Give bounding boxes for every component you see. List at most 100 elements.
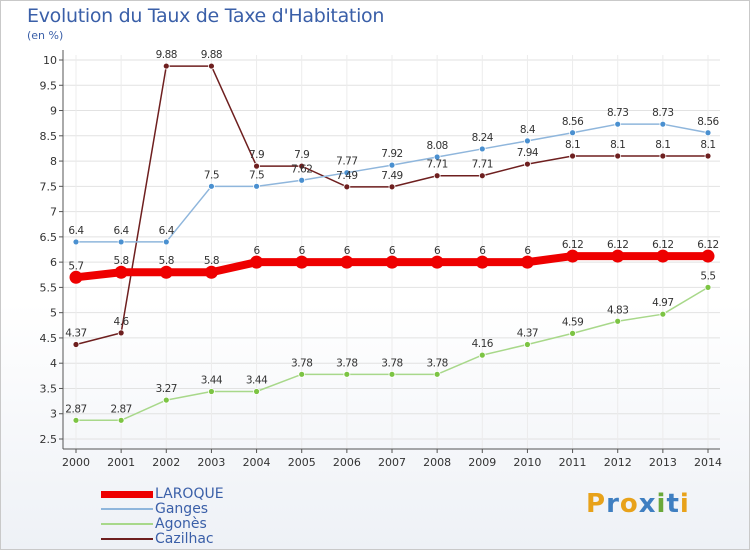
data-point-ganges — [569, 129, 576, 137]
y-tick-label: 9.5 — [40, 79, 58, 92]
data-point-cazilhac — [569, 152, 576, 160]
data-point-ganges — [433, 153, 441, 161]
x-tick-label: 2009 — [468, 456, 496, 469]
data-point-ganges — [388, 161, 396, 169]
data-label-laroque: 6 — [344, 245, 351, 257]
data-point-ganges — [343, 169, 351, 177]
data-point-cazilhac — [253, 162, 260, 170]
data-label-cazilhac: 7.71 — [472, 159, 493, 171]
data-point-cazilhac — [388, 183, 396, 191]
data-point-laroque — [611, 249, 625, 263]
x-tick-label: 2007 — [378, 456, 406, 469]
data-point-ganges — [208, 182, 215, 190]
data-point-laroque — [69, 270, 83, 284]
x-tick-label: 2014 — [694, 456, 722, 469]
data-label-ganges: 8.08 — [426, 140, 447, 152]
y-tick-label: 3 — [50, 408, 57, 421]
chart-unit-label: (en %) — [27, 29, 64, 42]
legend-swatch — [101, 508, 153, 510]
data-point-laroque — [430, 255, 444, 269]
data-point-cazilhac — [298, 162, 306, 170]
data-label-agons: 3.44 — [201, 374, 223, 386]
logo-letter: o — [619, 489, 639, 519]
data-label-laroque: 6 — [299, 245, 306, 257]
y-tick-label: 8 — [50, 155, 57, 168]
chart-title: Evolution du Taux de Taxe d'Habitation — [27, 5, 385, 27]
data-point-cazilhac — [208, 62, 215, 70]
data-point-laroque — [250, 255, 264, 269]
data-label-cazilhac: 7.71 — [426, 159, 447, 171]
x-tick-label: 2012 — [604, 456, 632, 469]
data-label-laroque: 5.7 — [68, 260, 83, 272]
data-label-laroque: 6.12 — [607, 239, 628, 251]
x-tick-label: 2013 — [649, 456, 677, 469]
data-point-agons — [162, 396, 170, 404]
data-label-agons: 4.83 — [607, 304, 628, 316]
data-label-ganges: 7.5 — [249, 169, 264, 181]
data-label-ganges: 7.5 — [204, 169, 219, 181]
data-point-cazilhac — [614, 152, 622, 160]
x-tick-label: 2000 — [62, 456, 90, 469]
data-label-laroque: 5.8 — [204, 255, 219, 267]
data-point-laroque — [159, 265, 173, 279]
data-label-cazilhac: 4.6 — [114, 316, 130, 328]
x-tick-label: 2011 — [559, 456, 587, 469]
x-tick-label: 2008 — [423, 456, 451, 469]
data-point-ganges — [298, 176, 306, 184]
y-tick-label: 10 — [43, 54, 57, 67]
data-label-agons: 3.27 — [156, 383, 177, 395]
logo-letter: t — [666, 489, 680, 519]
y-tick-label: 4.5 — [40, 332, 58, 345]
y-tick-label: 7.5 — [40, 180, 58, 193]
legend-label: Agonès — [155, 516, 207, 532]
data-point-laroque — [114, 265, 128, 279]
data-label-cazilhac: 7.9 — [294, 149, 309, 161]
data-label-agons: 4.97 — [652, 297, 673, 309]
data-label-ganges: 8.73 — [652, 107, 673, 119]
y-tick-label: 5 — [50, 307, 57, 320]
data-label-cazilhac: 7.49 — [381, 170, 402, 182]
data-point-laroque — [656, 249, 670, 263]
data-point-agons — [72, 416, 80, 424]
x-tick-label: 2001 — [107, 456, 135, 469]
data-label-cazilhac: 9.88 — [201, 49, 222, 61]
x-tick-label: 2010 — [513, 456, 541, 469]
data-point-cazilhac — [117, 329, 125, 337]
y-tick-label: 3.5 — [40, 382, 58, 395]
data-label-laroque: 6 — [389, 245, 396, 257]
logo-letter: x — [638, 489, 657, 519]
data-point-agons — [388, 370, 396, 378]
logo-letter: i — [679, 489, 690, 519]
data-label-laroque: 6.12 — [562, 239, 583, 251]
data-label-ganges: 8.24 — [472, 132, 494, 144]
legend-swatch — [101, 490, 153, 498]
data-point-laroque — [295, 255, 309, 269]
data-label-cazilhac: 8.1 — [610, 139, 625, 151]
data-label-laroque: 5.8 — [159, 255, 174, 267]
data-label-agons: 3.78 — [291, 357, 312, 369]
proxiti-logo: Proxiti — [586, 489, 690, 519]
data-label-ganges: 6.4 — [114, 225, 130, 237]
data-label-cazilhac: 4.37 — [65, 328, 86, 340]
data-point-laroque — [340, 255, 354, 269]
data-point-cazilhac — [704, 152, 712, 160]
x-tick-label: 2003 — [197, 456, 225, 469]
data-label-laroque: 6.12 — [652, 239, 673, 251]
data-label-cazilhac: 7.94 — [517, 147, 539, 159]
logo-letter: r — [606, 489, 620, 519]
legend-item-agones: Agonès — [101, 516, 207, 532]
data-point-ganges — [253, 182, 260, 190]
data-point-cazilhac — [524, 160, 531, 168]
data-point-agons — [614, 317, 622, 325]
data-label-agons: 4.16 — [472, 338, 494, 350]
data-point-agons — [208, 388, 215, 395]
legend-label: Ganges — [155, 501, 209, 517]
data-point-cazilhac — [72, 341, 80, 348]
data-point-laroque — [204, 265, 218, 279]
data-point-laroque — [475, 255, 489, 269]
data-label-laroque: 6 — [479, 245, 486, 257]
data-point-agons — [253, 388, 260, 395]
data-label-ganges: 8.73 — [607, 107, 628, 119]
data-label-agons: 2.87 — [65, 403, 86, 415]
